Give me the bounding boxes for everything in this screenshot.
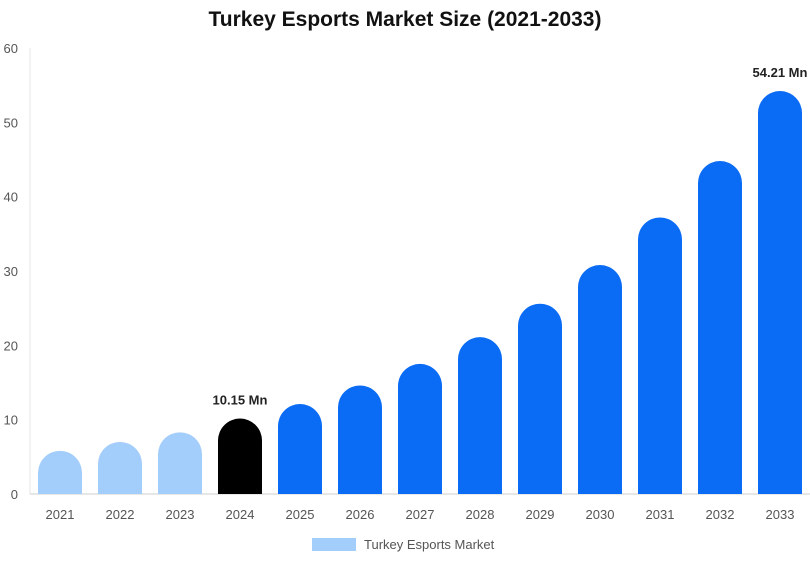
y-tick-label: 20 [4,338,18,353]
bar-2030 [578,265,622,494]
bar-2024 [218,418,262,494]
x-tick-label: 2033 [766,507,795,522]
x-tick-label: 2021 [46,507,75,522]
bar-2029 [518,303,562,494]
bar-2031 [638,217,682,494]
legend-swatch [312,538,356,551]
x-tick-label: 2031 [646,507,675,522]
bar-2027 [398,363,442,494]
x-tick-label: 2024 [226,507,255,522]
y-tick-label: 50 [4,115,18,130]
bar-2025 [278,404,322,494]
x-tick-label: 2023 [166,507,195,522]
x-tick-label: 2022 [106,507,135,522]
y-tick-label: 40 [4,190,18,205]
bar-2026 [338,385,382,494]
bar-2021 [38,450,82,494]
x-tick-label: 2032 [706,507,735,522]
x-tick-label: 2030 [586,507,615,522]
y-tick-label: 30 [4,264,18,279]
bar-2032 [698,161,742,495]
bar-2028 [458,337,502,494]
y-tick-label: 0 [11,487,18,502]
bar-2023 [158,432,202,494]
x-tick-label: 2025 [286,507,315,522]
data-label-2033: 54.21 Mn [753,65,808,80]
bar-2022 [98,441,142,494]
x-tick-label: 2028 [466,507,495,522]
x-tick-label: 2029 [526,507,555,522]
x-tick-label: 2027 [406,507,435,522]
legend-label: Turkey Esports Market [364,537,495,552]
chart-title: Turkey Esports Market Size (2021-2033) [208,8,602,31]
data-label-2024: 10.15 Mn [213,393,268,408]
y-tick-label: 10 [4,413,18,428]
x-tick-label: 2026 [346,507,375,522]
bar-2033 [758,91,802,494]
y-tick-label: 60 [4,41,18,56]
